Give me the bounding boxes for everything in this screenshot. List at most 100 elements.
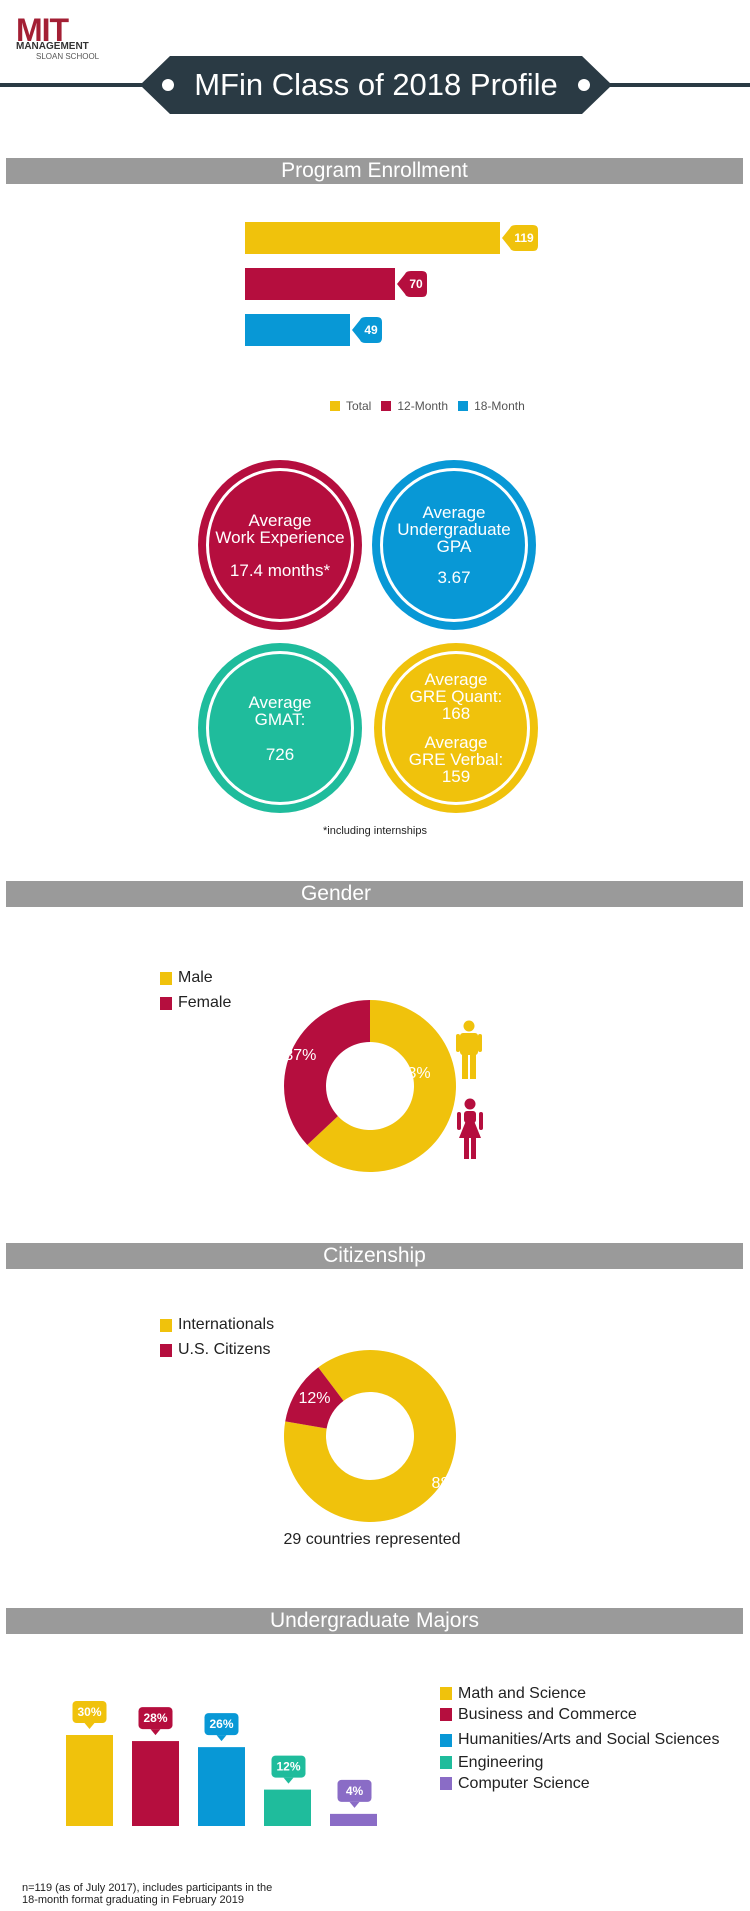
- majors-value-label: 30%: [77, 1705, 101, 1719]
- legend-label-computer-science: Computer Science: [458, 1774, 590, 1792]
- donut-slice-internationals: [284, 1350, 456, 1522]
- footer-note-line2: 18-month format graduating in February 2…: [22, 1894, 244, 1906]
- gpa-value: 3.67: [437, 568, 471, 587]
- majors-value-label: 12%: [276, 1760, 300, 1774]
- donut-value-label: 12%: [299, 1390, 331, 1407]
- legend-swatch-male: [160, 971, 172, 985]
- enrollment-bar-total: 119: [245, 222, 538, 254]
- female-icon: [457, 1098, 483, 1159]
- gmat-circle: Average GMAT: 726: [198, 643, 362, 813]
- gpa-line1: Average: [422, 503, 486, 522]
- legend-swatch-female: [160, 996, 172, 1010]
- legend-label-female: Female: [178, 994, 232, 1011]
- gender-legend-male: Male: [160, 969, 213, 987]
- section-title-gender: Gender: [6, 881, 666, 907]
- legend-label-18-month: 18-Month: [474, 399, 525, 413]
- gpa-line2: Undergraduate: [397, 520, 511, 539]
- gmat-line2: GMAT:: [254, 709, 306, 729]
- work-exp-line1: Average: [248, 510, 312, 530]
- legend-swatch-18-month: [458, 401, 469, 411]
- gre-quant-line2: GRE Quant:: [409, 687, 503, 706]
- stats-footnote: *including internships: [323, 825, 427, 837]
- donut-value-label: 63%: [399, 1065, 431, 1082]
- header-banner: [140, 56, 612, 114]
- legend-label-12-month: 12-Month: [397, 399, 449, 413]
- legend-label-us-citizens: U.S. Citizens: [178, 1341, 271, 1358]
- majors-legend-item: Computer Science: [440, 1773, 719, 1794]
- citizenship-legend-internationals: Internationals: [160, 1316, 274, 1334]
- legend-swatch-computer-science: [440, 1777, 452, 1790]
- gre-verbal-value: 159: [441, 767, 471, 786]
- donut-slice-male: [307, 1000, 456, 1172]
- majors-legend-item: Humanities/Arts and Social Sciences: [440, 1725, 719, 1752]
- enrollment-bar-chart: 119 70 49: [245, 222, 538, 346]
- legend-label-total: Total: [346, 399, 372, 413]
- legend-label-male: Male: [178, 969, 213, 986]
- gre-verbal-line1: Average: [424, 733, 488, 752]
- enrollment-value-label: 119: [514, 231, 534, 245]
- male-icon: [456, 1020, 482, 1079]
- gre-quant-value: 168: [441, 704, 471, 723]
- section-title-majors: Undergraduate Majors: [6, 1608, 743, 1634]
- work-exp-line2: Work Experience: [215, 527, 345, 547]
- majors-value-label: 26%: [209, 1717, 233, 1731]
- legend-swatch-engineering: [440, 1756, 452, 1769]
- enrollment-value-label: 70: [409, 277, 423, 291]
- gmat-line1: Average: [248, 692, 312, 712]
- legend-swatch-total: [330, 401, 340, 411]
- gpa-line3: GPA: [436, 537, 472, 556]
- legend-swatch-12-month: [381, 401, 392, 411]
- majors-legend-item: Engineering: [440, 1752, 719, 1773]
- footer-note-line1: n=119 (as of July 2017), includes partic…: [22, 1882, 273, 1894]
- majors-legend-item: Math and Science: [440, 1683, 719, 1704]
- enrollment-value-label: 49: [364, 323, 378, 337]
- gender-donut-chart: 63% 37%: [284, 1000, 456, 1172]
- legend-label-engineering: Engineering: [458, 1753, 544, 1771]
- section-title-enrollment: Program Enrollment: [6, 158, 743, 184]
- majors-bar: 26%: [198, 1713, 245, 1826]
- legend-swatch-math: [440, 1687, 452, 1700]
- gre-circle: Average GRE Quant: 168 Average GRE Verba…: [374, 643, 538, 813]
- majors-legend-item: Business and Commerce: [440, 1704, 719, 1725]
- gre-verbal-line2: GRE Verbal:: [408, 750, 504, 769]
- logo-letters: MIT: [16, 12, 69, 48]
- majors-bar: 4%: [330, 1779, 377, 1826]
- majors-bar: 30%: [66, 1701, 113, 1826]
- donut-slice-female: [284, 1000, 370, 1145]
- gender-legend-female: Female: [160, 994, 231, 1012]
- section-bar-gender-ext: [666, 881, 743, 907]
- donut-value-label: 88%: [431, 1475, 463, 1492]
- legend-swatch-us-citizens: [160, 1343, 172, 1357]
- work-experience-circle: Average Work Experience 17.4 months*: [198, 460, 362, 630]
- legend-swatch-humanities: [440, 1733, 452, 1747]
- donut-slice-u-s-citizens: [285, 1367, 344, 1429]
- enrollment-bar-18-month: 49: [245, 314, 382, 346]
- legend-label-business: Business and Commerce: [458, 1705, 637, 1723]
- legend-swatch-business: [440, 1708, 452, 1721]
- majors-bar: 28%: [132, 1707, 179, 1826]
- logo-line1: MANAGEMENT: [16, 41, 89, 52]
- citizenship-legend-us: U.S. Citizens: [160, 1341, 270, 1359]
- majors-bar: 12%: [264, 1755, 311, 1826]
- gpa-circle: Average Undergraduate GPA 3.67: [372, 460, 536, 630]
- work-exp-value: 17.4 months*: [229, 560, 331, 580]
- gmat-value: 726: [265, 744, 295, 764]
- logo-line2: SLOAN SCHOOL: [36, 52, 100, 61]
- section-title-citizenship: Citizenship: [6, 1243, 743, 1269]
- footer-note: n=119 (as of July 2017), includes partic…: [22, 1882, 272, 1906]
- enrollment-legend: Total 12-Month 18-Month: [330, 399, 525, 413]
- legend-label-math: Math and Science: [458, 1684, 587, 1702]
- gre-quant-line1: Average: [424, 670, 488, 689]
- citizenship-donut-chart: 88% 12%: [284, 1350, 463, 1522]
- logo: MIT MANAGEMENT SLOAN SCHOOL: [16, 12, 106, 61]
- enrollment-bar-12-month: 70: [245, 268, 427, 300]
- majors-legend: Math and Science Business and Commerce H…: [440, 1683, 719, 1794]
- majors-value-label: 4%: [346, 1784, 364, 1798]
- legend-swatch-internationals: [160, 1318, 172, 1332]
- donut-value-label: 37%: [284, 1047, 316, 1064]
- legend-label-internationals: Internationals: [178, 1316, 275, 1333]
- majors-value-label: 28%: [143, 1711, 167, 1725]
- countries-note: 29 countries represented: [283, 1531, 461, 1548]
- page-title: MFin Class of 2018 Profile: [194, 67, 558, 102]
- majors-bar-chart: 30% 28% 26% 12% 4%: [66, 1701, 377, 1826]
